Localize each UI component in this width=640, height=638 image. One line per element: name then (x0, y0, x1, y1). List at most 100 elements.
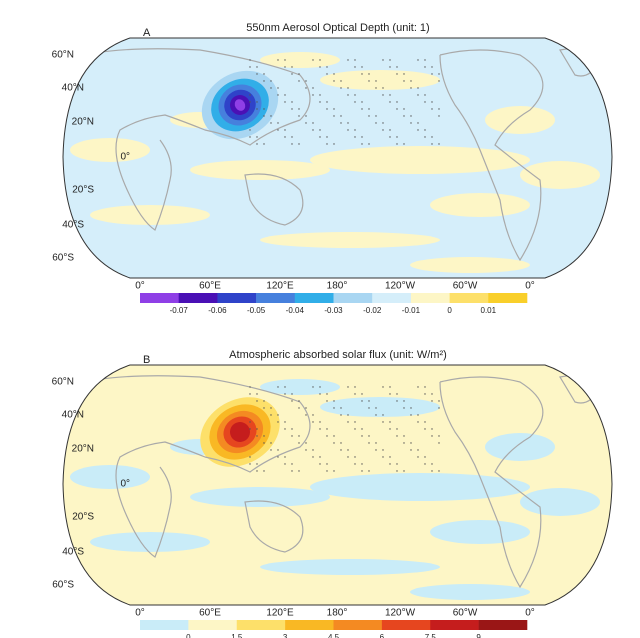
significance-dot (347, 456, 349, 458)
lon-label: 0° (135, 608, 145, 619)
significance-dot (333, 115, 335, 117)
lat-label: 20°N (72, 444, 94, 455)
significance-dot (326, 470, 328, 472)
significance-dot (368, 80, 370, 82)
lon-label: 60°W (453, 281, 478, 292)
significance-dot (389, 456, 391, 458)
significance-dot (354, 393, 356, 395)
lon-label: 120°E (266, 281, 294, 292)
significance-dot (249, 101, 251, 103)
significance-dot (389, 421, 391, 423)
significance-dot (312, 449, 314, 451)
significance-dot (417, 386, 419, 388)
colorbar-box (188, 620, 238, 630)
significance-dot (305, 115, 307, 117)
significance-dot (326, 435, 328, 437)
significance-dot (333, 400, 335, 402)
significance-dot (382, 414, 384, 416)
significance-dot (361, 400, 363, 402)
significance-dot (319, 421, 321, 423)
significance-dot (389, 59, 391, 61)
field-patch (320, 397, 440, 417)
significance-dot (263, 108, 265, 110)
significance-dot (249, 421, 251, 423)
significance-dot (438, 143, 440, 145)
lat-label: 60°S (52, 253, 74, 264)
significance-dot (284, 59, 286, 61)
field-patch (70, 465, 150, 489)
significance-dot (277, 386, 279, 388)
significance-dot (431, 73, 433, 75)
significance-dot (277, 421, 279, 423)
significance-dot (396, 400, 398, 402)
significance-dot (361, 143, 363, 145)
significance-dot (347, 414, 349, 416)
significance-dot (375, 80, 377, 82)
significance-dot (354, 66, 356, 68)
significance-dot (389, 428, 391, 430)
significance-dot (424, 136, 426, 138)
significance-dot (249, 129, 251, 131)
lon-label: 180° (327, 608, 348, 619)
significance-dot (382, 456, 384, 458)
significance-dot (417, 421, 419, 423)
significance-dot (277, 449, 279, 451)
colorbar-label: 0 (186, 633, 191, 638)
colorbar-label: -0.05 (247, 306, 266, 315)
significance-dot (326, 73, 328, 75)
significance-dot (326, 101, 328, 103)
significance-dot (249, 386, 251, 388)
significance-dot (256, 428, 258, 430)
significance-dot (431, 400, 433, 402)
significance-dot (319, 136, 321, 138)
significance-dot (319, 463, 321, 465)
significance-dot (347, 449, 349, 451)
significance-dot (438, 442, 440, 444)
significance-dot (312, 129, 314, 131)
coastline (244, 173, 304, 226)
significance-dot (340, 442, 342, 444)
field-patch (260, 232, 440, 248)
panel-title: Atmospheric absorbed solar flux (unit: W… (229, 349, 447, 361)
colorbar-box (333, 620, 383, 630)
colorbar-label: -0.04 (286, 306, 305, 315)
significance-dot (431, 143, 433, 145)
significance-dot (291, 428, 293, 430)
significance-dot (347, 94, 349, 96)
significance-dot (424, 463, 426, 465)
coastline (439, 49, 544, 262)
significance-dot (263, 442, 265, 444)
significance-dot (312, 386, 314, 388)
significance-dot (368, 400, 370, 402)
significance-dot (396, 101, 398, 103)
significance-dot (382, 59, 384, 61)
significance-dot (326, 66, 328, 68)
significance-dot (326, 143, 328, 145)
field-patch (520, 488, 600, 516)
field-patch (410, 584, 530, 600)
lon-label: 60°W (453, 608, 478, 619)
significance-dot (340, 80, 342, 82)
significance-dot (417, 414, 419, 416)
significance-dot (249, 136, 251, 138)
coastline (64, 375, 311, 558)
lon-label: 0° (135, 281, 145, 292)
significance-dot (424, 456, 426, 458)
field-patch (310, 473, 530, 501)
significance-dot (417, 87, 419, 89)
significance-dot (417, 129, 419, 131)
significance-dot (361, 66, 363, 68)
hotspot (230, 422, 250, 442)
significance-dot (284, 66, 286, 68)
significance-dot (368, 115, 370, 117)
significance-dot (305, 414, 307, 416)
significance-dot (347, 122, 349, 124)
significance-dot (263, 470, 265, 472)
significance-dot (298, 115, 300, 117)
significance-dot (424, 101, 426, 103)
map-border (62, 364, 613, 606)
significance-dot (368, 407, 370, 409)
significance-dot (410, 122, 412, 124)
significance-dot (354, 428, 356, 430)
